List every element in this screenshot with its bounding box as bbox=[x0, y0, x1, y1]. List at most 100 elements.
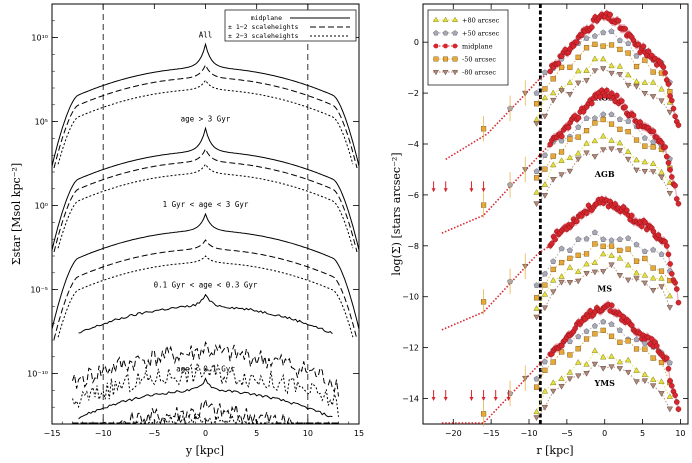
dotted-trend bbox=[536, 350, 671, 413]
marker-plus80 bbox=[566, 368, 574, 375]
marker-midplane bbox=[629, 212, 635, 219]
marker-plus50 bbox=[575, 333, 582, 340]
marker-minus80 bbox=[658, 174, 665, 181]
marker-plus50 bbox=[541, 69, 548, 76]
upper-limit-head bbox=[431, 188, 436, 193]
marker-minus80 bbox=[616, 366, 623, 372]
marker-midplane bbox=[673, 196, 680, 202]
marker-minus50 bbox=[642, 57, 648, 63]
marker-minus80 bbox=[658, 98, 665, 105]
marker-plus50 bbox=[658, 251, 665, 257]
marker-plus80 bbox=[641, 79, 648, 85]
marker-plus50 bbox=[616, 37, 623, 44]
legend-entry-12: ± 1−2 scaleheights bbox=[228, 23, 299, 31]
marker-plus80 bbox=[600, 250, 607, 257]
left-curve-4-2 bbox=[72, 412, 339, 425]
marker-minus50 bbox=[658, 359, 665, 366]
marker-minus50 bbox=[633, 258, 640, 264]
marker-minus50 bbox=[642, 143, 648, 149]
upper-limit-head bbox=[443, 188, 448, 193]
marker-midplane bbox=[642, 219, 648, 226]
marker-minus50 bbox=[550, 153, 556, 159]
marker-plus80 bbox=[608, 62, 615, 69]
left-y-tick-label: 10⁵ bbox=[35, 118, 48, 127]
marker-plus50 bbox=[633, 336, 640, 343]
marker-midplane bbox=[589, 100, 595, 107]
component-label: AGB bbox=[594, 169, 615, 179]
marker-plus50 bbox=[541, 152, 548, 158]
marker-plus50 bbox=[641, 248, 648, 254]
marker-plus80 bbox=[666, 292, 673, 299]
marker-minus50 bbox=[533, 295, 540, 301]
upper-limit-head bbox=[431, 397, 436, 401]
marker-minus80 bbox=[558, 384, 565, 390]
right-marks: RGBAGBMSYMS bbox=[431, 4, 682, 427]
marker-midplane bbox=[574, 218, 580, 225]
marker-midplane bbox=[612, 201, 618, 207]
legend-marker bbox=[452, 30, 458, 36]
marker-minus80 bbox=[583, 271, 590, 277]
right-x-axis-label: r [kpc] bbox=[536, 444, 573, 457]
right-legend-box bbox=[427, 9, 509, 86]
marker-midplane bbox=[549, 240, 555, 247]
marker-minus80 bbox=[625, 277, 632, 284]
left-curve-2-1 bbox=[53, 239, 358, 340]
marker-minus50 bbox=[650, 144, 656, 150]
marker-minus50 bbox=[633, 137, 640, 143]
marker-midplane bbox=[645, 48, 652, 54]
right-x-tick-label: −5 bbox=[561, 429, 573, 438]
marker-midplane bbox=[675, 299, 682, 306]
right-y-tick-label: 0 bbox=[414, 38, 419, 47]
left-curve-2-0 bbox=[51, 212, 360, 330]
left-x-tick-label: −5 bbox=[148, 429, 160, 438]
marker-plus50 bbox=[533, 375, 540, 382]
marker-plus50 bbox=[608, 111, 615, 118]
marker-plus50 bbox=[591, 322, 598, 329]
marker-plus80 bbox=[541, 181, 549, 187]
marker-midplane bbox=[640, 43, 647, 50]
marker-plus80 bbox=[633, 269, 640, 276]
marker-minus50 bbox=[583, 251, 590, 257]
marker-minus50 bbox=[592, 331, 598, 337]
marker-minus80 bbox=[575, 278, 582, 285]
marker-minus80 bbox=[600, 366, 607, 372]
marker-plus50 bbox=[583, 115, 590, 121]
marker-minus50 bbox=[642, 255, 648, 262]
right-y-tick-label: −14 bbox=[402, 395, 419, 404]
marker-midplane bbox=[559, 133, 565, 140]
marker-minus50 bbox=[542, 367, 548, 373]
marker-plus50 bbox=[616, 236, 623, 242]
marker-minus80 bbox=[566, 280, 574, 286]
left-curve-2-2 bbox=[57, 255, 354, 338]
left-x-tick-label: −15 bbox=[44, 429, 61, 438]
marker-midplane bbox=[664, 355, 670, 361]
marker-minus50 bbox=[625, 338, 631, 344]
marker-minus80 bbox=[608, 146, 615, 153]
marker-minus50 bbox=[533, 384, 540, 390]
marker-midplane bbox=[609, 90, 615, 97]
marker-plus50 bbox=[633, 52, 640, 59]
marker-minus50 bbox=[575, 346, 581, 352]
marker-plus80 bbox=[658, 85, 665, 92]
marker-minus50 bbox=[533, 175, 540, 181]
right-y-axis-label: log(Σ) [stars arcsec⁻²] bbox=[390, 152, 403, 275]
right-x-tick-label: −15 bbox=[483, 429, 500, 438]
marker-minus50 bbox=[550, 266, 556, 273]
legend-marker bbox=[442, 16, 449, 22]
marker-plus80 bbox=[541, 291, 549, 297]
marker-minus80 bbox=[641, 91, 648, 97]
marker-minus50 bbox=[650, 265, 656, 271]
marker-plus50 bbox=[608, 28, 615, 34]
left-x-tick-label: −10 bbox=[95, 429, 112, 438]
marker-minus80 bbox=[633, 83, 640, 90]
marker-minus50 bbox=[575, 54, 581, 60]
marker-minus80 bbox=[641, 280, 648, 287]
marker-midplane bbox=[622, 104, 628, 110]
marker-midplane bbox=[565, 124, 572, 131]
marker-plus50 bbox=[625, 118, 632, 124]
marker-plus50 bbox=[591, 32, 598, 39]
left-curves: All age > 3 Gyr 1 Gyr < age < 3 Gyr 0.1 Gyr… bbox=[51, 4, 360, 425]
marker-plus80 bbox=[558, 157, 565, 163]
marker-midplane bbox=[624, 207, 630, 214]
marker-midplane bbox=[635, 41, 642, 48]
